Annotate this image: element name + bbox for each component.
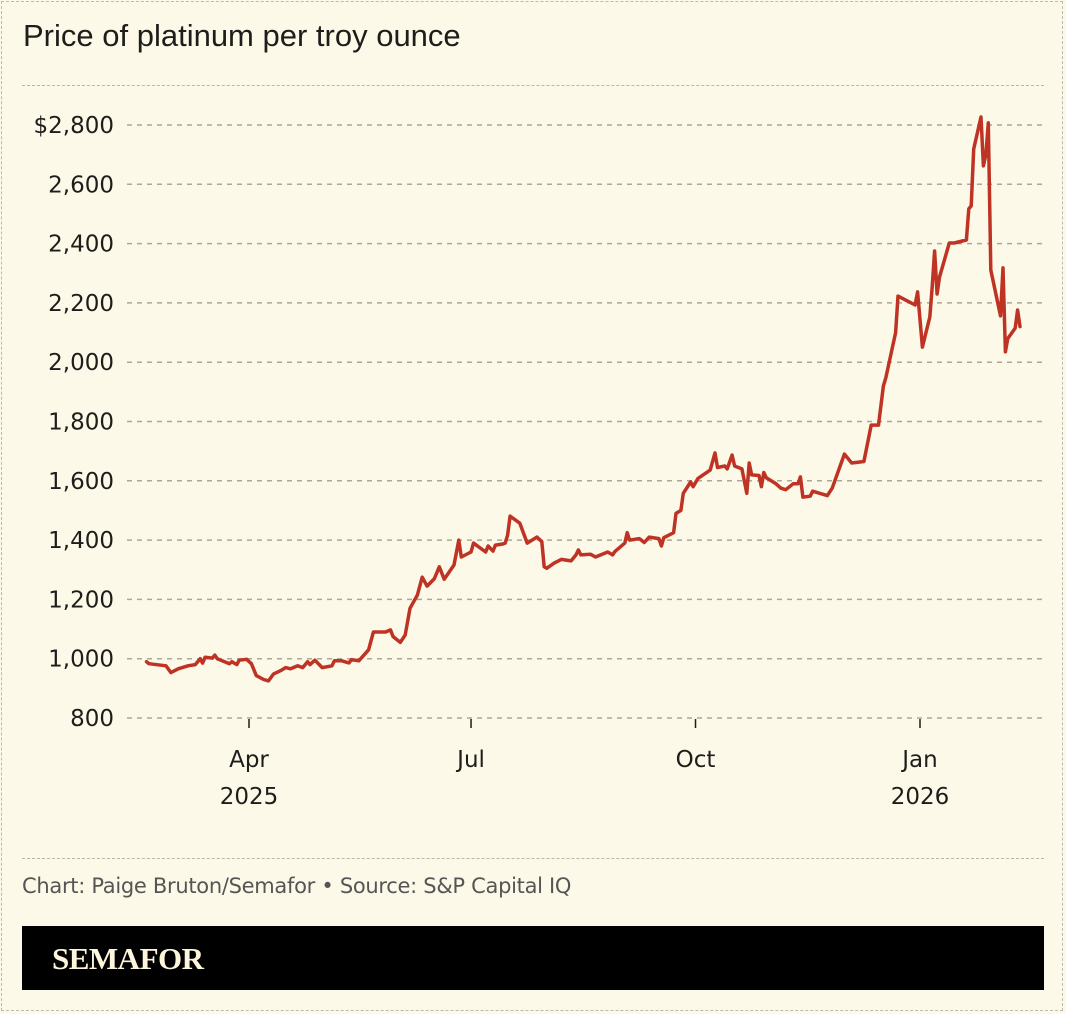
y-tick-label: $2,800	[34, 113, 114, 139]
y-tick-label: 1,400	[48, 528, 114, 554]
x-tick-label: Jul	[455, 747, 485, 773]
x-tick-label: Apr	[229, 747, 269, 773]
x-tick-label: Jan	[900, 747, 937, 773]
semafor-logo: SEMAFOR	[52, 941, 204, 976]
y-tick-label: 2,400	[48, 232, 114, 258]
x-tick-label: Oct	[676, 747, 716, 773]
y-tick-label: 2,600	[48, 172, 114, 198]
y-tick-label: 1,200	[48, 587, 114, 613]
top-divider	[22, 85, 1044, 86]
chart-title: Price of platinum per troy ounce	[23, 18, 461, 53]
y-tick-label: 2,000	[48, 350, 114, 376]
y-tick-label: 1,800	[48, 410, 114, 436]
y-tick-label: 1,600	[48, 469, 114, 495]
brand-bar: SEMAFOR	[22, 926, 1044, 990]
x-tick-year-label: 2026	[891, 784, 950, 810]
y-tick-label: 2,200	[48, 291, 114, 317]
y-tick-label: 800	[70, 706, 114, 732]
bottom-divider	[22, 858, 1044, 859]
price-line	[144, 115, 1022, 683]
x-tick-year-label: 2025	[220, 784, 279, 810]
source-credit: Chart: Paige Bruton/Semafor • Source: S&…	[22, 874, 572, 898]
line-chart: 800 1,000 1,200 1,400 1,600 1,800 2,000 2,200 2,…	[34, 113, 1042, 810]
y-tick-label: 1,000	[48, 647, 114, 673]
